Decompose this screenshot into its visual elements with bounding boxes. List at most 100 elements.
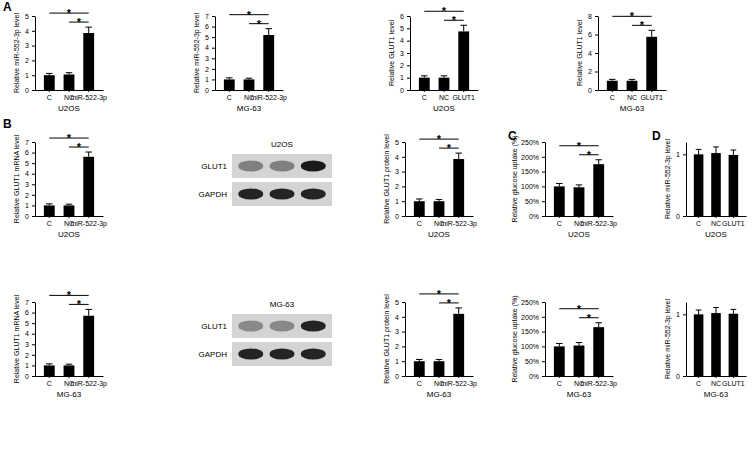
y-axis: 01234567 [25, 299, 35, 380]
y-tick-mark [32, 163, 35, 164]
x-axis: CNCmiR-522-3p [406, 216, 478, 228]
y-axis-line [410, 17, 411, 91]
y-tick-mark [595, 72, 598, 73]
y-tick-label: 2 [400, 62, 404, 69]
x-tick-label: miR-522-3p [250, 94, 287, 102]
significance-label: * [587, 312, 592, 324]
x-axis-title: U2OS [428, 230, 450, 239]
bar [434, 201, 445, 216]
x-axis: CNCGLUT1 [687, 216, 747, 227]
bar [694, 154, 704, 216]
bar [44, 75, 55, 90]
error-bar [46, 204, 53, 206]
y-tick-mark [212, 37, 215, 38]
x-tick-label: GLUT1 [640, 94, 663, 101]
y-tick-mark [212, 90, 215, 91]
y-tick: 1 [205, 76, 215, 83]
y-tick-label: 2 [25, 57, 29, 64]
y-axis-line [686, 303, 687, 377]
blot-title: U2OS [271, 140, 293, 149]
plot-marks [419, 25, 469, 90]
y-tick-mark [212, 16, 215, 17]
chart: 0123456CNCGLUT1Relative GLUT1 levelU2OS*… [388, 5, 479, 113]
x-axis-title: MG-63 [57, 390, 82, 399]
x-tick: miR-522-3p [580, 216, 617, 228]
y-tick-mark [32, 302, 35, 303]
y-tick-label: 3 [205, 55, 209, 62]
bar [44, 365, 55, 376]
x-axis: CNCmiR-522-3p [216, 90, 288, 102]
y-tick: 2 [205, 66, 215, 73]
x-tick: C [610, 90, 615, 101]
error-bar [246, 78, 253, 79]
y-tick: 100% [521, 343, 545, 350]
y-tick-label: 4 [588, 50, 592, 57]
x-tick: miR-522-3p [580, 376, 617, 388]
y-tick-label: 3 [395, 328, 399, 335]
y-tick: 0 [676, 373, 686, 380]
y-tick-mark [407, 28, 410, 29]
x-tick: NC [711, 216, 721, 227]
x-axis: CNCmiR-522-3p [36, 90, 108, 102]
y-tick: 1 [400, 74, 410, 81]
x-tick-mark [716, 376, 717, 378]
y-tick: 4 [395, 154, 405, 161]
blot-band [238, 320, 263, 331]
y-tick-label: 5 [25, 13, 29, 20]
y-tick: 4 [25, 330, 35, 337]
y-tick-label: 1 [676, 151, 680, 158]
y-tick-label: 2 [25, 192, 29, 199]
y-tick: 3 [25, 181, 35, 188]
y-tick-label: 4 [395, 154, 399, 161]
y-tick: 3 [400, 50, 410, 57]
y-tick: 2 [395, 183, 405, 190]
y-tick-mark [407, 90, 410, 91]
y-tick-mark [402, 332, 405, 333]
y-tick: 4 [25, 170, 35, 177]
y-tick-mark [32, 205, 35, 206]
blot-band [301, 188, 326, 199]
x-tick: GLUT1 [452, 90, 475, 101]
y-tick-label: 0% [529, 213, 539, 220]
y-tick-label: 0 [395, 373, 399, 380]
x-tick-label: C [557, 380, 562, 387]
y-tick-mark [32, 60, 35, 61]
y-axis-line [545, 143, 546, 217]
bar [729, 314, 739, 376]
bar [224, 79, 235, 90]
plot-marks [44, 152, 94, 216]
x-tick: miR-522-3p [440, 376, 477, 388]
y-tick: 0 [400, 87, 410, 94]
y-tick: 3 [395, 168, 405, 175]
x-tick-label: C [417, 380, 422, 387]
x-tick-mark [419, 376, 420, 378]
significance-label: * [437, 288, 442, 300]
x-tick: miR-522-3p [70, 376, 107, 388]
blot-band [238, 160, 263, 171]
blot-band [301, 320, 326, 331]
x-tick: C [227, 90, 232, 101]
x-tick-mark [249, 90, 250, 92]
x-tick-label: GLUT1 [722, 380, 745, 387]
y-axis-title: Relative GLUT1 mRNA level [13, 134, 20, 223]
y-tick-label: 0 [25, 87, 29, 94]
y-axis-title: Relative GLUT1 level [388, 19, 395, 86]
x-tick: NC [439, 90, 449, 101]
x-tick-mark [698, 216, 699, 218]
y-axis: 012345 [395, 299, 405, 380]
y-axis-title: Relative glucose uptake (%) [511, 295, 519, 382]
x-tick-mark [458, 376, 459, 378]
significance-label: * [257, 18, 262, 30]
y-tick: 5 [25, 320, 35, 327]
x-tick: NC [627, 90, 637, 101]
y-tick-mark [212, 48, 215, 49]
x-axis-line [687, 216, 747, 217]
y-tick-mark [212, 69, 215, 70]
y-tick-mark [407, 41, 410, 42]
y-tick: 4 [25, 28, 35, 35]
x-tick: C [47, 90, 52, 101]
y-tick-label: 2 [25, 352, 29, 359]
y-tick: 200% [521, 154, 545, 161]
significance-label: * [437, 133, 442, 145]
error-bar [265, 29, 272, 35]
